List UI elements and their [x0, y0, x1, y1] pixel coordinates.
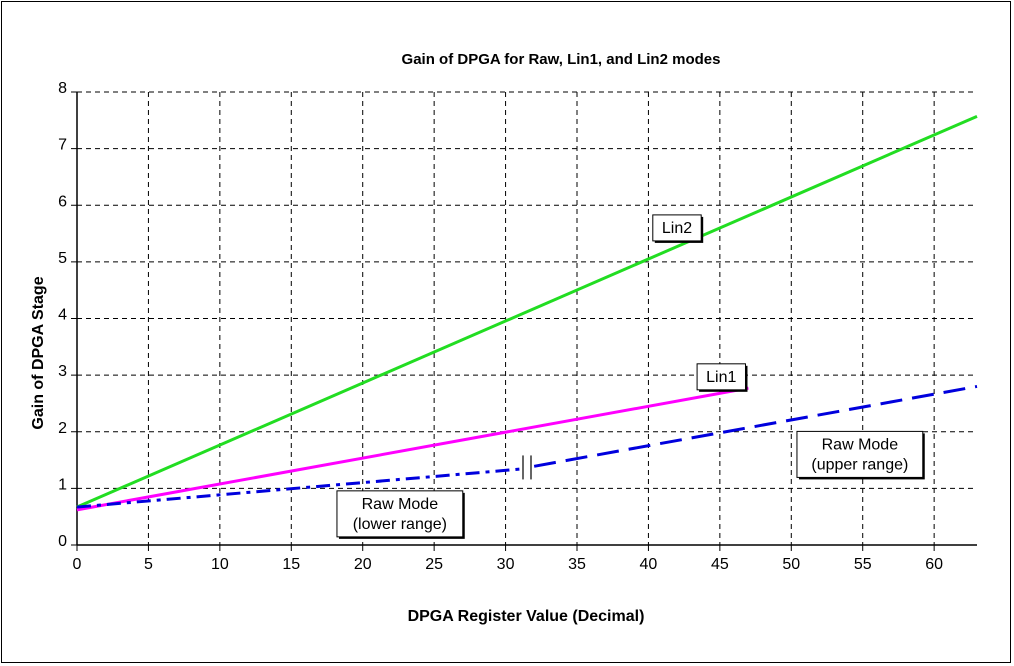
annotation-lin1: Lin1	[696, 363, 748, 392]
y-tick-label-0: 0	[58, 533, 67, 550]
grid-lines	[77, 91, 977, 545]
x-tick-label-25: 25	[425, 556, 443, 573]
y-tick-label-6: 6	[58, 193, 67, 210]
x-tick-label-50: 50	[782, 556, 800, 573]
annotation-lin2: Lin2	[652, 214, 704, 243]
annotations: Lin2 Lin1 Raw Mode (lower range) Raw Mode (up…	[336, 214, 925, 539]
chart-title: Gain of DPGA for Raw, Lin1, and Lin2 mod…	[402, 51, 721, 68]
series-line-1	[76, 386, 749, 512]
x-tick-label-15: 15	[282, 556, 300, 573]
annotation-text: Lin1	[706, 369, 736, 386]
annotation-box	[696, 363, 746, 391]
x-tick-label-40: 40	[640, 556, 658, 573]
series-line-2	[76, 467, 520, 509]
y-tick-label-5: 5	[58, 250, 67, 267]
x-tick-label-20: 20	[354, 556, 372, 573]
annotation-box	[652, 214, 702, 242]
y-tick-label-2: 2	[58, 420, 67, 437]
series-lines	[76, 114, 978, 512]
annotation-text: Raw Mode	[362, 496, 439, 513]
annotation-text: (lower range)	[353, 516, 447, 533]
annotation-box	[796, 430, 924, 478]
y-tick-label-1: 1	[58, 476, 67, 493]
annotation-box	[336, 490, 464, 538]
annotation-text: Raw Mode	[822, 436, 899, 453]
x-axis-label: DPGA Register Value (Decimal)	[408, 608, 645, 625]
annotation-raw-upper: Raw Mode (upper range)	[796, 430, 925, 480]
x-tick-label-35: 35	[568, 556, 586, 573]
y-axis-label: Gain of DPGA Stage	[30, 276, 47, 429]
x-tick-label-30: 30	[497, 556, 515, 573]
series-line-0	[76, 114, 978, 509]
annotation-text: (upper range)	[811, 456, 908, 473]
annotation-raw-lower: Raw Mode (lower range)	[336, 490, 465, 539]
series-line-3	[533, 384, 978, 468]
y-tick-label-4: 4	[58, 307, 67, 324]
x-tick-label-5: 5	[144, 556, 153, 573]
x-tick-label-55: 55	[854, 556, 872, 573]
y-tick-label-3: 3	[58, 363, 67, 380]
x-tick-label-60: 60	[925, 556, 943, 573]
x-tick-label-0: 0	[73, 556, 82, 573]
annotation-text: Lin2	[662, 220, 692, 237]
y-tick-label-8: 8	[58, 80, 67, 97]
x-tick-label-10: 10	[211, 556, 229, 573]
y-tick-label-7: 7	[58, 137, 67, 154]
x-tick-label-45: 45	[711, 556, 729, 573]
